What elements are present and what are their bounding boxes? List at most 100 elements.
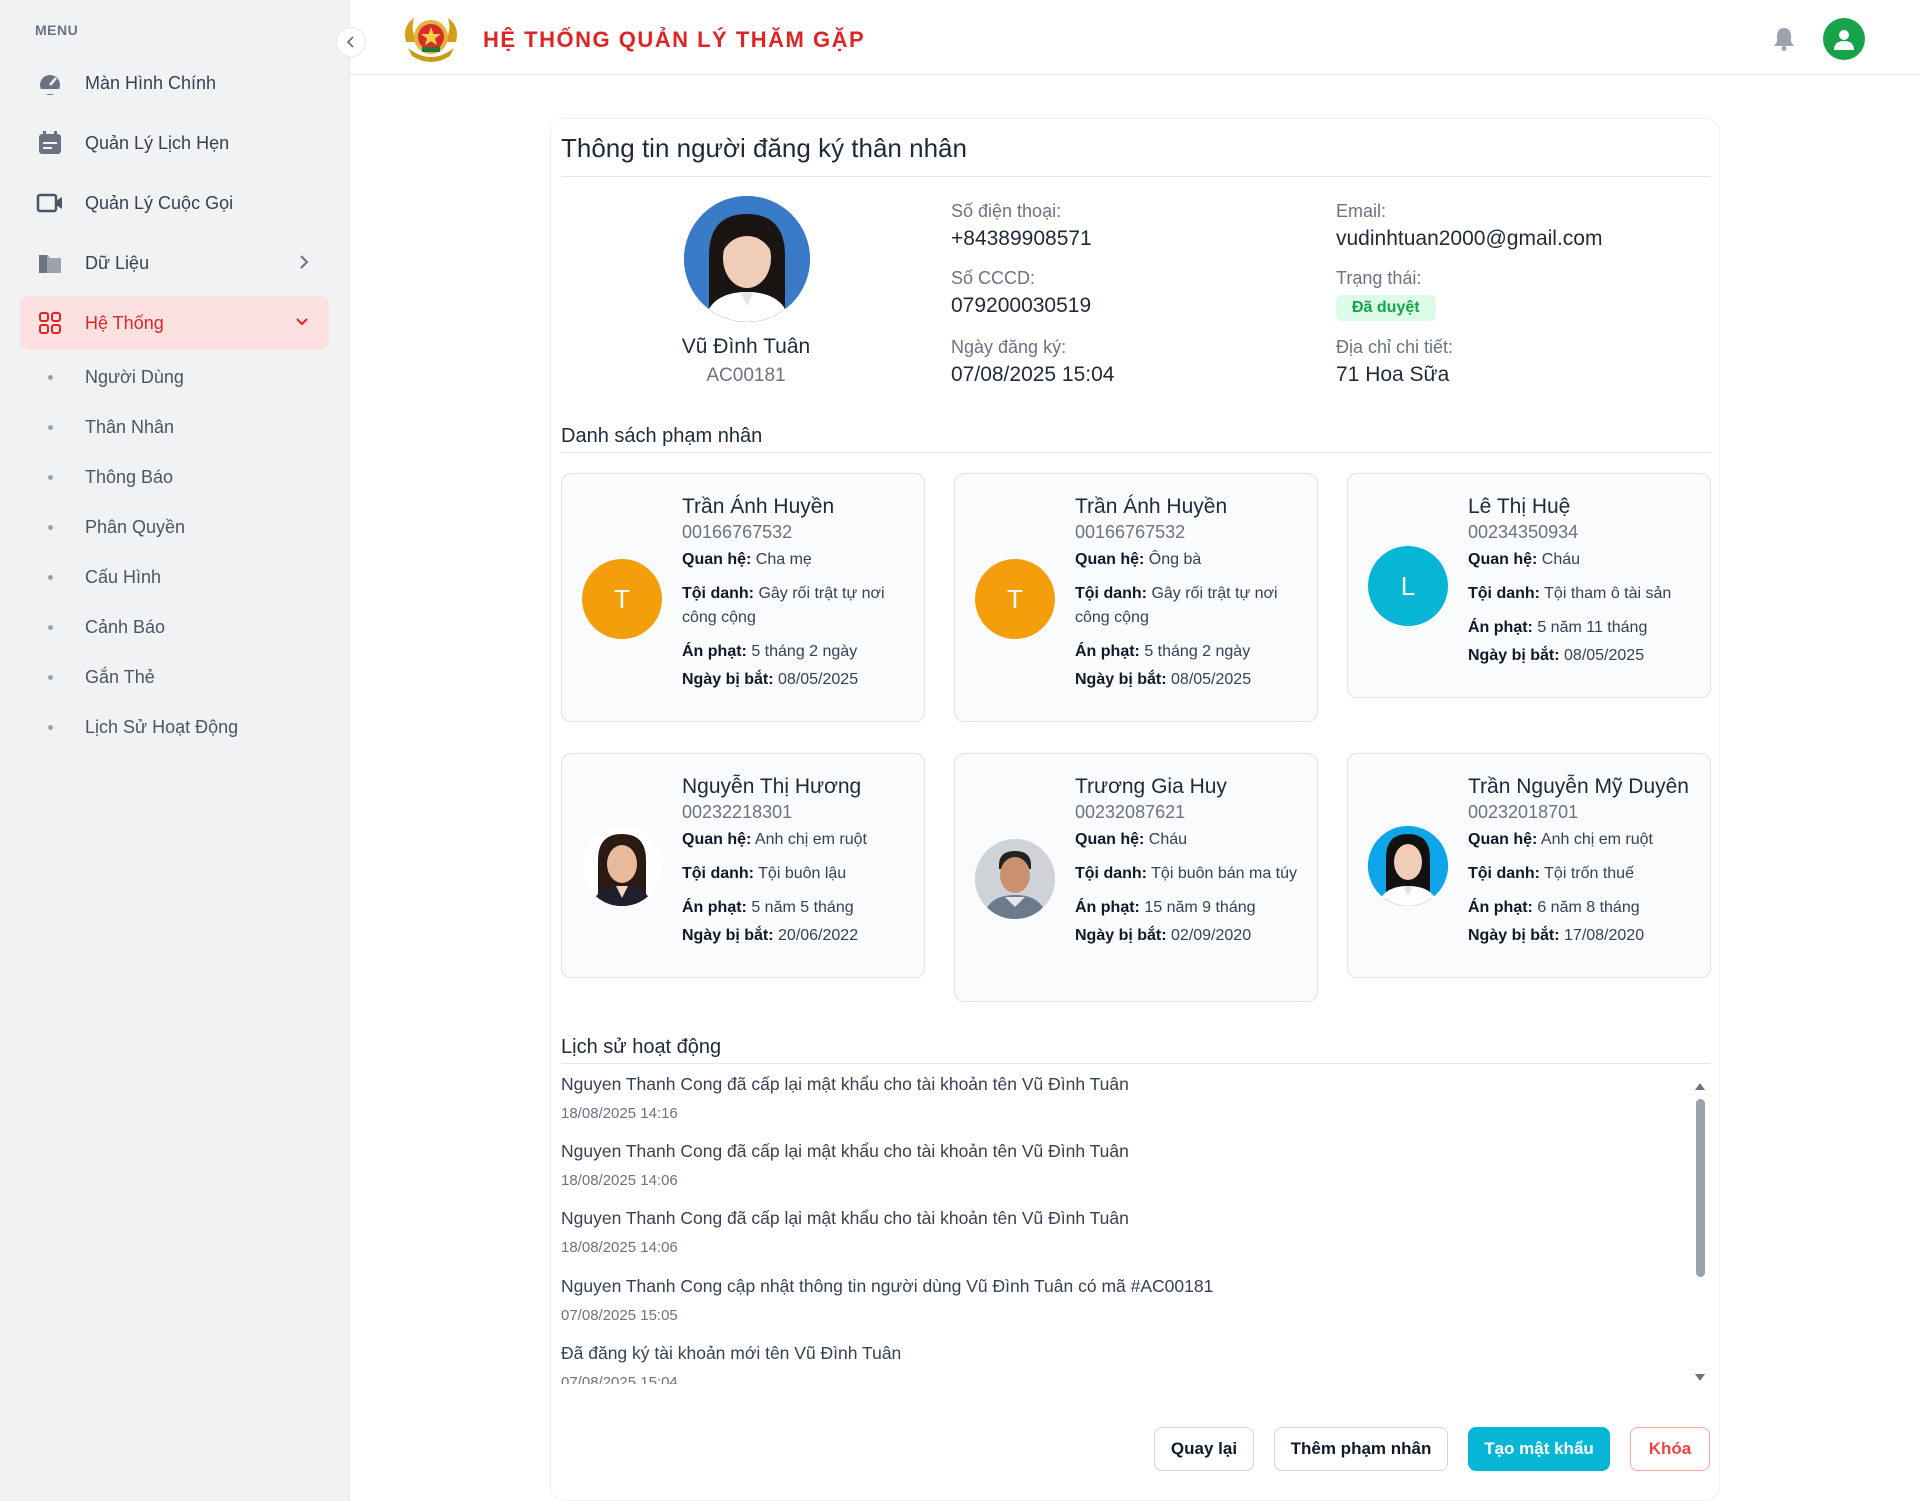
prisoner-sentence: Án phạt: 5 tháng 2 ngày <box>682 643 858 660</box>
user-avatar-button[interactable] <box>1823 18 1865 60</box>
registration-date-value: 07/08/2025 15:04 <box>951 363 1115 386</box>
status-badge: Đã duyệt <box>1336 295 1436 321</box>
prisoners-section-title: Danh sách phạm nhân <box>561 425 763 447</box>
phone-label: Số điện thoại: <box>951 201 1062 221</box>
divider <box>561 1063 1711 1064</box>
sidebar-item-data[interactable]: Dữ Liệu <box>20 236 329 290</box>
prisoner-sentence: Án phạt: 5 tháng 2 ngày <box>1075 643 1251 660</box>
history-time: 18/08/2025 14:06 <box>561 1172 678 1189</box>
bullet-dot <box>48 474 53 480</box>
sidebar-item-system[interactable]: Hệ Thống <box>20 296 329 350</box>
status-label: Trạng thái: <box>1336 268 1422 288</box>
prisoner-crime: Tội danh: Tội trốn thuế <box>1468 865 1634 882</box>
prisoner-card[interactable]: Nguyễn Thị Hương 00232218301 Quan hệ: An… <box>561 753 925 978</box>
prisoner-card[interactable]: T Trần Ánh Huyền 00166767532 Quan hệ: Ch… <box>561 473 925 722</box>
bullet-dot <box>48 424 53 430</box>
history-time: 18/08/2025 14:16 <box>561 1105 678 1122</box>
prisoner-name: Trương Gia Huy <box>1075 775 1227 798</box>
history-scrollbar[interactable] <box>1694 1081 1706 1383</box>
bullet-dot <box>48 524 53 530</box>
sidebar-item-label: Màn Hình Chính <box>85 72 217 93</box>
sidebar-subitem-notifications[interactable]: Thông Báo <box>20 457 329 497</box>
prisoner-card[interactable]: Trương Gia Huy 00232087621 Quan hệ: Cháu… <box>954 753 1318 1002</box>
sidebar-item-appointments[interactable]: Quản Lý Lịch Hẹn <box>20 116 329 170</box>
history-text: Nguyen Thanh Cong đã cấp lại mật khẩu ch… <box>561 1074 1129 1094</box>
prisoner-card[interactable]: Trần Nguyễn Mỹ Duyên 00232018701 Quan hệ… <box>1347 753 1711 978</box>
app-title: HỆ THỐNG QUẢN LÝ THĂM GẶP <box>483 27 866 52</box>
grid-icon <box>35 308 65 338</box>
prisoner-card[interactable]: T Trần Ánh Huyền 00166767532 Quan hệ: Ôn… <box>954 473 1318 722</box>
prisoner-arrest-date: Ngày bị bắt: 08/05/2025 <box>1075 671 1252 688</box>
prisoner-code: 00234350934 <box>1468 522 1579 542</box>
sidebar-item-label: Quản Lý Cuộc Gọi <box>85 192 234 213</box>
sidebar-subitem-users[interactable]: Người Dùng <box>20 357 329 397</box>
sidebar-item-label: Hệ Thống <box>85 312 164 333</box>
prisoner-name: Trần Nguyễn Mỹ Duyên <box>1468 775 1689 798</box>
sidebar-item-dashboard[interactable]: Màn Hình Chính <box>20 56 329 110</box>
email-value: vudinhtuan2000@gmail.com <box>1336 227 1603 250</box>
prisoner-arrest-date: Ngày bị bắt: 08/05/2025 <box>682 671 859 688</box>
dashboard-icon <box>35 68 65 98</box>
menu-label: MENU <box>35 22 79 38</box>
sidebar-subitem-tags[interactable]: Gắn Thẻ <box>20 657 329 697</box>
lock-button[interactable]: Khóa <box>1630 1427 1710 1471</box>
scroll-down-arrow-icon[interactable] <box>1694 1373 1706 1383</box>
chevron-down-icon <box>293 313 311 336</box>
scrollbar-thumb[interactable] <box>1696 1099 1705 1277</box>
bullet-dot <box>48 624 53 630</box>
sidebar-subitem-label: Cảnh Báo <box>85 616 166 637</box>
sidebar-subitem-label: Phân Quyền <box>85 516 186 537</box>
prisoner-relation: Quan hệ: Cháu <box>1468 551 1581 568</box>
divider <box>561 452 1711 453</box>
prisoner-card[interactable]: L Lê Thị Huệ 00234350934 Quan hệ: Cháu T… <box>1347 473 1711 698</box>
prisoner-arrest-date: Ngày bị bắt: 20/06/2022 <box>682 927 859 944</box>
phone-value: +84389908571 <box>951 227 1092 250</box>
prisoner-relation: Quan hệ: Cha mẹ <box>682 551 812 568</box>
sidebar-subitem-label: Thân Nhân <box>85 416 175 437</box>
sidebar-subitem-label: Gắn Thẻ <box>85 666 155 687</box>
sidebar-item-label: Quản Lý Lịch Hẹn <box>85 132 230 153</box>
prisoner-avatar: L <box>1368 546 1448 626</box>
chevron-left-icon <box>346 36 354 48</box>
sidebar-subitem-activity-log[interactable]: Lịch Sử Hoạt Động <box>20 707 329 747</box>
history-item: Nguyen Thanh Cong đã cấp lại mật khẩu ch… <box>561 1074 1129 1122</box>
history-text: Nguyen Thanh Cong đã cấp lại mật khẩu ch… <box>561 1141 1129 1161</box>
create-password-button[interactable]: Tạo mật khẩu <box>1468 1427 1610 1471</box>
history-time: 18/08/2025 14:06 <box>561 1239 678 1256</box>
bullet-dot <box>48 674 53 680</box>
email-label: Email: <box>1336 201 1387 221</box>
prisoner-crime: Tội danh: Gây rối trật tự nơi công cộng <box>1075 585 1278 626</box>
back-button[interactable]: Quay lại <box>1154 1427 1254 1471</box>
sidebar-item-calls[interactable]: Quản Lý Cuộc Gọi <box>20 176 329 230</box>
prisoner-relation: Quan hệ: Cháu <box>1075 831 1188 848</box>
sidebar-subitem-alerts[interactable]: Cảnh Báo <box>20 607 329 647</box>
prisoner-name: Nguyễn Thị Hương <box>682 775 862 798</box>
sidebar-subitem-permissions[interactable]: Phân Quyền <box>20 507 329 547</box>
address-label: Địa chỉ chi tiết: <box>1336 337 1454 357</box>
bullet-dot <box>48 724 53 730</box>
chevron-right-icon <box>297 253 311 276</box>
history-item: Nguyen Thanh Cong đã cấp lại mật khẩu ch… <box>561 1141 1129 1189</box>
profile-code: AC00181 <box>706 365 786 386</box>
prisoner-name: Trần Ánh Huyền <box>682 495 835 518</box>
sidebar-subitem-config[interactable]: Cấu Hình <box>20 557 329 597</box>
scroll-up-arrow-icon[interactable] <box>1694 1081 1706 1091</box>
add-prisoner-button[interactable]: Thêm phạm nhân <box>1274 1427 1448 1471</box>
police-emblem-logo <box>400 12 462 64</box>
activity-history-list[interactable]: Nguyen Thanh Cong đã cấp lại mật khẩu ch… <box>561 1074 1711 1384</box>
sidebar-subitem-label: Người Dùng <box>85 366 184 387</box>
sidebar-collapse-button[interactable] <box>336 27 366 57</box>
prisoner-sentence: Án phạt: 5 năm 5 tháng <box>682 899 854 916</box>
sidebar: MENU Màn Hình Chính Quản Lý Lịch Hẹn Quả… <box>0 0 350 1501</box>
bullet-dot <box>48 374 53 380</box>
prisoner-crime: Tội danh: Tội buôn lậu <box>682 865 847 882</box>
bell-icon[interactable] <box>1772 26 1796 57</box>
folder-icon <box>35 248 65 278</box>
sidebar-subitem-relatives[interactable]: Thân Nhân <box>20 407 329 447</box>
prisoner-code: 00232087621 <box>1075 802 1186 822</box>
video-camera-icon <box>35 188 65 218</box>
history-item: Nguyen Thanh Cong đã cấp lại mật khẩu ch… <box>561 1208 1129 1256</box>
history-section-title: Lịch sử hoạt động <box>561 1036 722 1058</box>
prisoner-arrest-date: Ngày bị bắt: 17/08/2020 <box>1468 927 1645 944</box>
card-title: Thông tin người đăng ký thân nhân <box>561 133 967 163</box>
